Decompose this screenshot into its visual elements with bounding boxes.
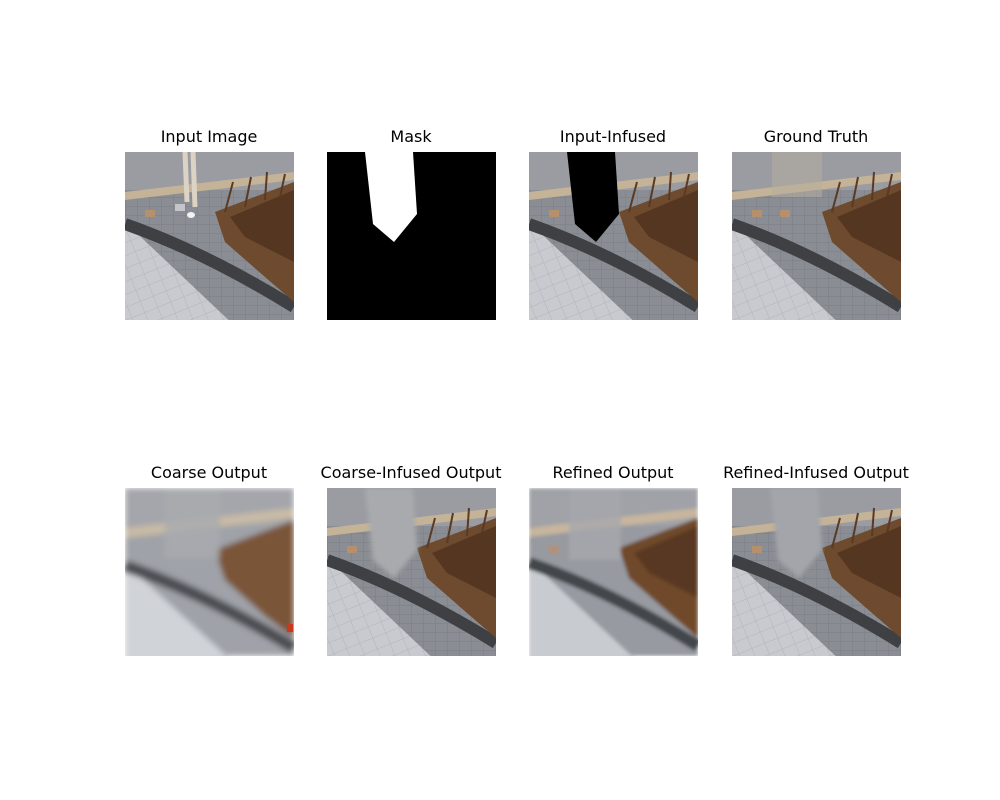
panel-title-input-infused: Input-Infused	[559, 127, 667, 146]
panel-title-mask: Mask	[390, 127, 432, 146]
mask-panel	[327, 152, 496, 320]
panel-title-refined-infused-output: Refined-Infused Output	[723, 463, 909, 482]
mask-image	[327, 152, 496, 320]
coarse-infused-output-panel	[327, 488, 496, 656]
panel-title-refined-output: Refined Output	[552, 463, 674, 482]
coarse-output-panel	[125, 488, 294, 656]
refined-output-image	[529, 488, 698, 656]
input-image-panel	[125, 152, 294, 320]
panel-title-input-image: Input Image	[160, 127, 258, 146]
refined-infused-output-panel	[732, 488, 901, 656]
panel-title-ground-truth: Ground Truth	[763, 127, 869, 146]
refined-infused-output-image	[732, 488, 901, 656]
panel-title-coarse-infused-output: Coarse-Infused Output	[320, 463, 502, 482]
input-infused-image	[529, 152, 698, 320]
input-infused-panel	[529, 152, 698, 320]
panel-title-coarse-output: Coarse Output	[150, 463, 268, 482]
coarse-infused-output-image	[327, 488, 496, 656]
input-image	[125, 152, 294, 320]
refined-output-panel	[529, 488, 698, 656]
ground-truth-image	[732, 152, 901, 320]
coarse-output-image	[125, 488, 294, 656]
ground-truth-panel	[732, 152, 901, 320]
